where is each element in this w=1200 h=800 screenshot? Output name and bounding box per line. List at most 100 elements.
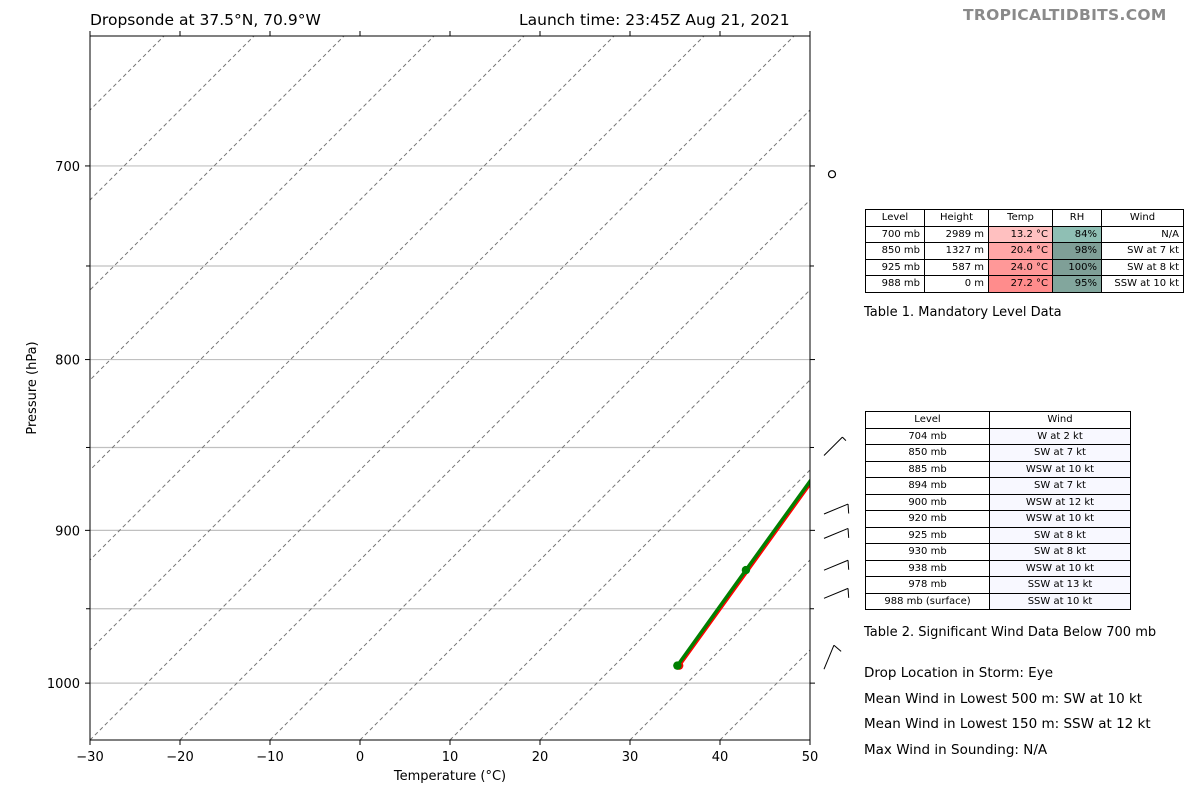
series-line-1 <box>675 478 810 667</box>
isotherm-line <box>629 559 810 740</box>
y-tick-label: 700 <box>55 160 80 175</box>
isotherm-line <box>719 649 810 740</box>
level-cell: 885 mb <box>865 460 990 478</box>
calm-wind-circle <box>827 170 837 179</box>
level-cell: 978 mb <box>865 576 990 594</box>
temp-cell: 13.2 °C <box>988 225 1053 243</box>
table-row: 885 mb WSW at 10 kt <box>865 460 1131 478</box>
isotherm-line <box>269 199 810 740</box>
series-point-1 <box>673 661 682 670</box>
wind-cell: SW at 8 kt <box>989 526 1131 544</box>
wind-cell: SW at 8 kt <box>989 543 1131 561</box>
table-row: 850 mb 1327 m 20.4 °C 98% SW at 7 kt <box>865 242 1184 260</box>
y-tick-label: 800 <box>55 354 80 369</box>
chart-gridlines <box>90 165 810 684</box>
table-row: 850 mb SW at 7 kt <box>865 444 1131 462</box>
launch-time: Launch time: 23:45Z Aug 21, 2021 <box>519 11 790 29</box>
wind-barb-feather <box>847 560 850 570</box>
wind-barbs <box>823 170 850 670</box>
rh-cell: 100% <box>1052 258 1102 276</box>
wind-cell: SSW at 13 kt <box>989 576 1131 594</box>
x-tick-label: −30 <box>76 750 103 765</box>
isotherm-line <box>90 36 345 291</box>
table-row: 920 mb WSW at 10 kt <box>865 510 1131 528</box>
table-row: 704 mb W at 2 kt <box>865 427 1131 445</box>
table-row: 925 mb 587 m 24.0 °C 100% SW at 8 kt <box>865 258 1184 276</box>
x-axis-label: Temperature (°C) <box>393 769 506 784</box>
column-header: Height <box>924 209 989 227</box>
column-header: Wind <box>1101 209 1184 227</box>
series-line-0 <box>677 480 810 667</box>
max-wind: Max Wind in Sounding: N/A <box>864 742 1048 758</box>
rh-cell: 98% <box>1052 242 1102 260</box>
x-tick-label: 50 <box>802 750 819 765</box>
mandatory-table-caption: Table 1. Mandatory Level Data <box>864 305 1062 320</box>
column-header: Level <box>865 209 925 227</box>
wind-barb-feather <box>833 644 842 652</box>
isotherm-line <box>90 36 615 561</box>
column-header: RH <box>1052 209 1102 227</box>
level-cell: 988 mb (surface) <box>865 592 990 610</box>
x-tick-label: 20 <box>532 750 549 765</box>
table-row: 700 mb 2989 m 13.2 °C 84% N/A <box>865 225 1184 243</box>
x-tick-label: −20 <box>166 750 193 765</box>
isotherm-line <box>90 36 435 381</box>
isotherm-line <box>359 289 810 740</box>
wind-cell: SW at 7 kt <box>989 444 1131 462</box>
wind-cell: W at 2 kt <box>989 427 1131 445</box>
height-cell: 0 m <box>924 275 989 293</box>
wind-barb-staff <box>823 527 849 539</box>
isotherm-line <box>90 36 705 651</box>
wind-barb-staff <box>823 503 849 515</box>
level-cell: 900 mb <box>865 493 990 511</box>
mean-wind-150m: Mean Wind in Lowest 150 m: SSW at 12 kt <box>864 716 1151 732</box>
wind-cell: WSW at 10 kt <box>989 460 1131 478</box>
sig-wind-table-caption: Table 2. Significant Wind Data Below 700… <box>864 625 1157 640</box>
table-row: 938 mb WSW at 10 kt <box>865 559 1131 577</box>
height-cell: 587 m <box>924 258 989 276</box>
table-row: 930 mb SW at 8 kt <box>865 543 1131 561</box>
y-axis-label: Pressure (hPa) <box>25 341 40 434</box>
drop-location: Drop Location in Storm: Eye <box>864 665 1054 681</box>
wind-cell: WSW at 12 kt <box>989 493 1131 511</box>
table-row: 988 mb 0 m 27.2 °C 95% SSW at 10 kt <box>865 275 1184 293</box>
y-tick-label: 900 <box>55 524 80 539</box>
chart-title: Dropsonde at 37.5°N, 70.9°W <box>90 11 321 29</box>
column-header: Temp <box>988 209 1053 227</box>
wind-barb-feather <box>847 528 850 538</box>
level-cell: 920 mb <box>865 510 990 528</box>
isotherm-line <box>90 36 525 471</box>
table-row: 925 mb SW at 8 kt <box>865 526 1131 544</box>
series-point-1 <box>741 565 751 575</box>
level-cell: 925 mb <box>865 526 990 544</box>
rh-cell: 84% <box>1052 225 1102 243</box>
table-row: 900 mb WSW at 12 kt <box>865 493 1131 511</box>
site-watermark: TROPICALTIDBITS.COM <box>963 6 1167 24</box>
skewed-isotherms <box>90 36 810 740</box>
wind-cell: SSW at 10 kt <box>1101 275 1184 293</box>
table-row: 978 mb SSW at 13 kt <box>865 576 1131 594</box>
x-tick-label: −10 <box>256 750 283 765</box>
x-tick-label: 40 <box>712 750 729 765</box>
y-tick-label: 1000 <box>47 677 80 692</box>
axis-ticks: −30 −20 −10 0 10 20 30 40 50 700 800 900 1000 <box>47 31 818 765</box>
skewt-chart: −30 −20 −10 0 10 20 30 40 50 700 800 900 1000 Temper… <box>25 31 850 784</box>
level-cell: 850 mb <box>865 242 925 260</box>
series-point-0 <box>832 443 840 451</box>
isotherm-line <box>449 379 810 740</box>
isotherm-line <box>809 739 810 740</box>
temp-cell: 27.2 °C <box>988 275 1053 293</box>
wind-cell: SW at 7 kt <box>989 477 1131 495</box>
table-header-row: Level Wind <box>865 411 1131 429</box>
level-cell: 704 mb <box>865 427 990 445</box>
table-row: 988 mb (surface) SSW at 10 kt <box>865 592 1131 610</box>
x-tick-label: 30 <box>622 750 639 765</box>
rh-cell: 95% <box>1052 275 1102 293</box>
x-tick-label: 10 <box>442 750 459 765</box>
chart-series <box>673 443 840 670</box>
wind-barb-staff <box>823 559 849 571</box>
mean-wind-500m: Mean Wind in Lowest 500 m: SW at 10 kt <box>864 691 1143 707</box>
wind-cell: N/A <box>1101 225 1184 243</box>
temp-cell: 24.0 °C <box>988 258 1053 276</box>
wind-cell: WSW at 10 kt <box>989 510 1131 528</box>
